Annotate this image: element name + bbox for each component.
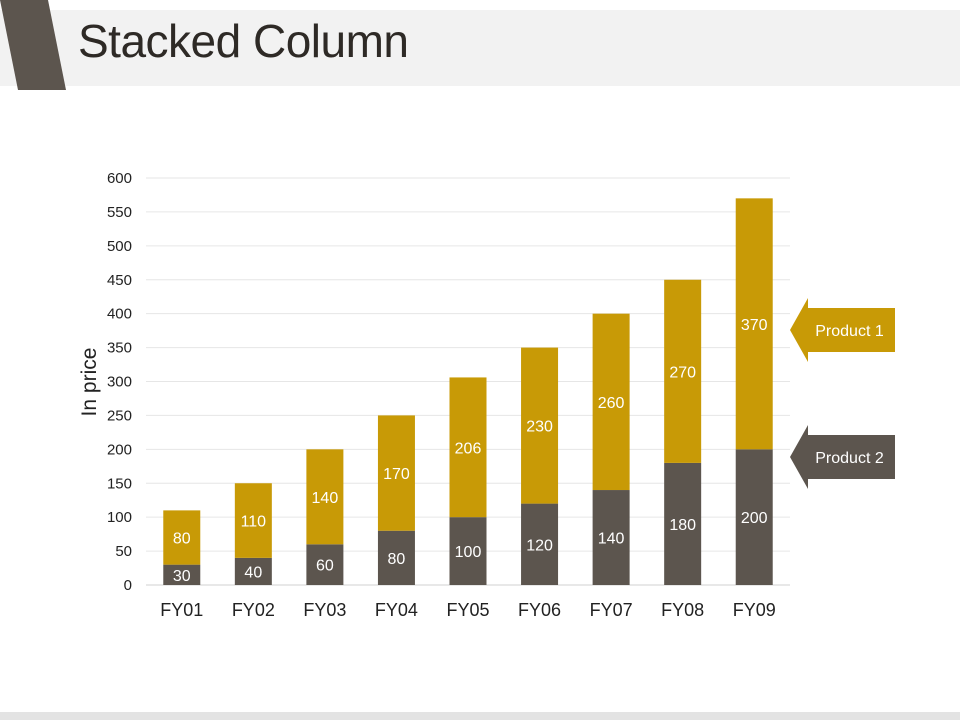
bar-product-2-fy03 — [306, 544, 344, 585]
y-tick-label: 350 — [107, 340, 132, 357]
bar-product-2-fy07 — [592, 490, 630, 585]
bar-product-2-fy09 — [735, 449, 773, 585]
x-category-label: FY01 — [160, 600, 203, 620]
y-tick-label: 150 — [107, 475, 132, 492]
data-label: 230 — [526, 419, 553, 436]
y-tick-label: 0 — [124, 577, 132, 594]
bar-product-2-fy08 — [664, 462, 702, 585]
legend-product-2: Product 2 — [790, 425, 895, 489]
x-category-label: FY05 — [446, 600, 489, 620]
bar-product-2-fy06 — [521, 503, 559, 585]
data-label: 120 — [526, 537, 553, 554]
bar-product-1-fy01 — [163, 510, 201, 565]
footer-band — [0, 712, 960, 720]
data-label: 80 — [173, 531, 191, 548]
data-label: 140 — [312, 490, 339, 507]
bar-product-2-fy02 — [234, 557, 272, 585]
data-label: 370 — [741, 317, 768, 334]
data-label: 80 — [388, 551, 406, 568]
legend-product-2-label: Product 2 — [815, 450, 884, 467]
y-tick-label: 500 — [107, 238, 132, 255]
bar-product-1-fy03 — [306, 449, 344, 545]
y-tick-label: 50 — [115, 543, 132, 560]
legend: Product 1 Product 2 — [790, 298, 895, 489]
x-category-label: FY06 — [518, 600, 561, 620]
header-accent-tab — [0, 0, 66, 90]
bar-product-1-fy09 — [735, 198, 773, 450]
x-category-label: FY03 — [303, 600, 346, 620]
legend-product-1: Product 1 — [790, 298, 895, 362]
bar-product-1-fy02 — [234, 483, 272, 558]
bar-product-2-fy04 — [377, 530, 415, 585]
bar-product-1-fy04 — [377, 415, 415, 531]
bar-product-1-fy07 — [592, 313, 630, 491]
y-tick-label: 600 — [107, 170, 132, 187]
y-tick-label: 100 — [107, 509, 132, 526]
y-tick-label: 400 — [107, 306, 132, 323]
bar-product-1-fy08 — [664, 279, 702, 463]
x-axis-categories: FY01 FY02 FY03 FY04 FY05 FY06 FY07 FY08 FY09 — [160, 600, 775, 620]
y-axis-ticks: 0 50 100 150 200 250 300 350 400 450 500 550 600 — [107, 170, 132, 594]
y-tick-label: 450 — [107, 272, 132, 289]
data-label: 260 — [598, 395, 625, 412]
legend-product-2-arrow — [790, 425, 895, 489]
data-label: 270 — [669, 364, 696, 381]
data-label: 60 — [316, 558, 334, 575]
data-label: 180 — [669, 517, 696, 534]
bars: 30 80 40 110 60 140 80 170 100 206 120 230 140 260 180… — [163, 198, 773, 585]
bar-product-2-fy05 — [449, 517, 487, 585]
data-label: 110 — [241, 514, 267, 531]
y-tick-label: 550 — [107, 204, 132, 221]
data-label: 30 — [173, 568, 191, 585]
bar-product-2-fy01 — [163, 564, 201, 585]
y-tick-label: 200 — [107, 441, 132, 458]
data-label: 170 — [383, 466, 410, 483]
data-label: 200 — [741, 510, 768, 527]
bar-product-1-fy06 — [521, 347, 559, 504]
data-label: 100 — [455, 544, 482, 561]
x-category-label: FY02 — [232, 600, 275, 620]
y-tick-label: 250 — [107, 407, 132, 424]
x-category-label: FY09 — [733, 600, 776, 620]
legend-product-1-arrow — [790, 298, 895, 362]
y-axis-label: In price — [78, 348, 101, 417]
legend-product-1-label: Product 1 — [815, 323, 884, 340]
data-label: 206 — [455, 440, 482, 457]
header-accent-shape — [0, 0, 66, 90]
x-category-label: FY04 — [375, 600, 418, 620]
header-band — [0, 10, 960, 86]
x-category-label: FY08 — [661, 600, 704, 620]
y-tick-label: 300 — [107, 374, 132, 391]
bar-product-1-fy05 — [449, 377, 487, 518]
data-label: 40 — [244, 564, 262, 581]
slide-title: Stacked Column — [78, 15, 409, 67]
data-label: 140 — [598, 531, 625, 548]
x-category-label: FY07 — [590, 600, 633, 620]
